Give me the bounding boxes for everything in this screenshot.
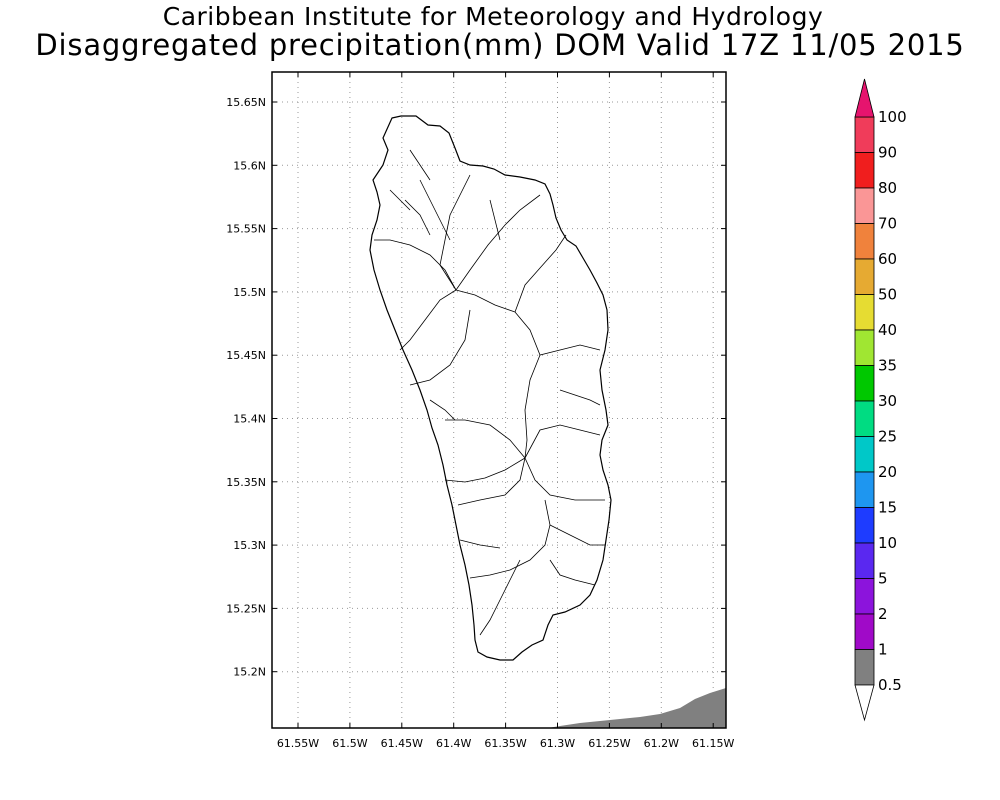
colorbar-label: 100 xyxy=(878,108,907,126)
lon-tick-label: 61.3W xyxy=(540,737,575,750)
colorbar-label: 1 xyxy=(878,641,888,659)
colorbar-swatch xyxy=(854,613,875,650)
lon-tick-label: 61.45W xyxy=(381,737,423,750)
lon-tick-label: 61.2W xyxy=(644,737,679,750)
colorbar-swatch xyxy=(854,578,875,615)
colorbar-swatch xyxy=(854,152,875,189)
colorbar-label: 5 xyxy=(878,570,888,588)
lat-tick-label: 15.65N xyxy=(226,96,266,109)
colorbar-swatch xyxy=(854,294,875,331)
colorbar-label: 15 xyxy=(878,499,897,517)
colorbar-swatch xyxy=(854,329,875,366)
title-line-1: Caribbean Institute for Meteorology and … xyxy=(162,2,824,31)
colorbar-swatch xyxy=(854,400,875,437)
lat-tick-label: 15.3N xyxy=(233,539,266,552)
lon-tick-label: 61.15W xyxy=(692,737,734,750)
lat-tick-label: 15.45N xyxy=(226,349,266,362)
lat-tick-label: 15.2N xyxy=(233,666,266,679)
map-frame xyxy=(271,71,727,729)
lon-tick-label: 61.55W xyxy=(277,737,319,750)
lat-tick-label: 15.35N xyxy=(226,476,266,489)
lat-tick-label: 15.4N xyxy=(233,413,266,426)
colorbar-label: 30 xyxy=(878,392,897,410)
colorbar-label: 50 xyxy=(878,286,897,304)
colorbar-label: 60 xyxy=(878,250,897,268)
colorbar-bottom-arrow xyxy=(854,684,875,722)
lat-tick-label: 15.5N xyxy=(233,286,266,299)
colorbar: 100 90 80 70 60 50 40 35 30 25 20 15 10 5 2 1 0.5 xyxy=(854,78,907,722)
colorbar-swatch xyxy=(854,365,875,402)
colorbar-label: 80 xyxy=(878,179,897,197)
lon-tick-label: 61.4W xyxy=(436,737,471,750)
precip-shaded-area xyxy=(548,688,726,728)
colorbar-label: 35 xyxy=(878,357,897,375)
colorbar-top-arrow xyxy=(854,78,875,118)
colorbar-swatch xyxy=(854,258,875,295)
colorbar-swatch xyxy=(854,471,875,508)
colorbar-label: 90 xyxy=(878,144,897,162)
colorbar-swatch xyxy=(854,223,875,260)
colorbar-label: 70 xyxy=(878,215,897,233)
colorbar-label: 0.5 xyxy=(878,676,902,694)
graticule xyxy=(272,72,726,728)
colorbar-swatch xyxy=(854,507,875,544)
title-line-2: Disaggregated precipitation(mm) DOM Vali… xyxy=(35,28,965,62)
colorbar-swatch xyxy=(854,436,875,473)
colorbar-swatch xyxy=(854,649,875,686)
colorbar-swatch xyxy=(854,116,875,153)
colorbar-label: 20 xyxy=(878,463,897,481)
colorbar-label: 40 xyxy=(878,321,897,339)
lon-tick-label: 61.5W xyxy=(332,737,367,750)
watershed-boundaries xyxy=(374,149,605,636)
lat-tick-label: 15.55N xyxy=(226,223,266,236)
colorbar-label: 10 xyxy=(878,534,897,552)
colorbar-label: 25 xyxy=(878,428,897,446)
map-background xyxy=(272,72,726,728)
lat-tick-label: 15.6N xyxy=(233,159,266,172)
colorbar-swatch xyxy=(854,187,875,224)
lat-tick-label: 15.25N xyxy=(226,602,266,615)
dominica-coastline xyxy=(369,115,612,661)
lon-tick-label: 61.35W xyxy=(484,737,526,750)
colorbar-label: 2 xyxy=(878,605,888,623)
colorbar-swatch xyxy=(854,542,875,579)
lon-tick-label: 61.25W xyxy=(588,737,630,750)
